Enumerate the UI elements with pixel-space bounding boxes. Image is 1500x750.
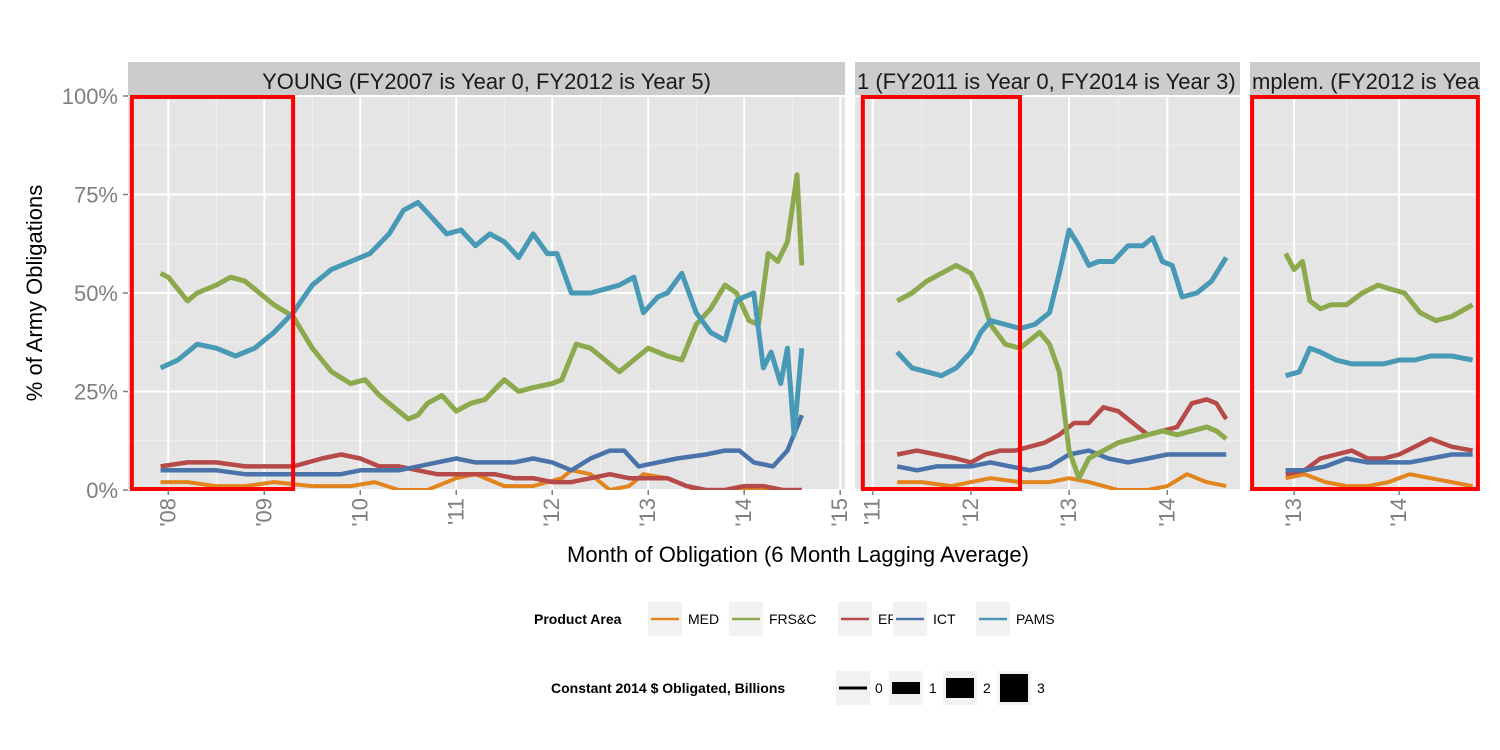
y-axis-title: % of Army Obligations	[22, 185, 47, 401]
size-label-0: 0	[875, 680, 883, 696]
strip-label: YOUNG (FY2007 is Year 0, FY2012 is Year …	[262, 69, 711, 94]
legend-label-med: MED	[688, 611, 719, 627]
series-group	[159, 172, 805, 490]
series-line-ers	[160, 452, 802, 490]
size-key-1	[892, 682, 920, 694]
y-tick-label: 100%	[62, 84, 118, 109]
series-line-ers	[896, 397, 1229, 465]
size-key-0	[839, 686, 867, 690]
series-line-ers	[1285, 436, 1474, 477]
series-line-ict	[160, 414, 804, 477]
highlight-box	[129, 95, 296, 491]
legend-label-frs-c: FRS&C	[769, 611, 816, 627]
y-tick-label: 0%	[86, 478, 118, 503]
x-tick-label: '12	[539, 498, 564, 527]
legend-label-pams: PAMS	[1016, 611, 1055, 627]
y-tick-label: 25%	[74, 380, 118, 405]
x-tick-label: '12	[958, 498, 983, 527]
x-tick-label: '11	[443, 498, 468, 525]
size-label-2: 2	[983, 680, 991, 696]
gridlines	[128, 95, 845, 491]
legend: Product Area Constant 2014 $ Obligated, …	[534, 602, 1055, 705]
series-line-med	[160, 468, 802, 490]
panel-2: 1 (FY2011 is Year 0, FY2014 is Year 3) '1…	[855, 62, 1240, 527]
x-axis-title: Month of Obligation (6 Month Lagging Ave…	[567, 542, 1029, 567]
color-legend-title: Product Area	[534, 611, 622, 627]
series-line-pams	[159, 199, 805, 438]
y-tick-label: 75%	[74, 183, 118, 208]
size-label-1: 1	[929, 680, 937, 696]
series-line-med	[1285, 472, 1473, 489]
x-tick-label: '14	[1386, 498, 1411, 527]
x-tick-label: '09	[251, 498, 276, 527]
x-tick-label: '13	[1056, 498, 1081, 527]
strip-background	[855, 62, 1240, 96]
size-key-2	[946, 678, 974, 698]
series-group	[895, 227, 1229, 490]
strip-label: mplem. (FY2012 is Year 0	[1252, 69, 1500, 94]
series-line-ict	[1285, 452, 1473, 473]
series-line-med	[897, 472, 1227, 490]
series-line-frs-c	[896, 262, 1228, 481]
legend-label-ict: ICT	[933, 611, 956, 627]
x-tick-label: '10	[347, 498, 372, 527]
panel-3: mplem. (FY2012 is Year 0 '13 '14	[1250, 62, 1500, 527]
x-tick-label: '14	[1154, 498, 1179, 527]
x-tick-label: '15	[827, 498, 852, 527]
x-tick-label: '11	[860, 498, 885, 525]
series-line-ict	[896, 448, 1227, 473]
series-line-pams	[895, 227, 1229, 379]
series-line-frs-c	[1283, 252, 1474, 324]
highlight-box	[1250, 95, 1480, 491]
series-group	[1283, 252, 1474, 489]
series-line-pams	[1285, 345, 1474, 379]
panels: YOUNG (FY2007 is Year 0, FY2012 is Year …	[62, 62, 1500, 527]
strip-label: 1 (FY2011 is Year 0, FY2014 is Year 3)	[857, 69, 1236, 94]
panel-1: YOUNG (FY2007 is Year 0, FY2012 is Year …	[128, 62, 852, 527]
strip-background	[1250, 62, 1480, 96]
size-key-3	[1000, 674, 1028, 702]
x-tick-label: '13	[1281, 498, 1306, 527]
x-tick-label: '08	[155, 498, 180, 527]
series-line-frs-c	[159, 172, 805, 422]
x-tick-label: '14	[731, 498, 756, 527]
y-axis: 0% 25% 50% 75% 100%	[62, 84, 128, 503]
size-legend-title: Constant 2014 $ Obligated, Billions	[551, 680, 785, 696]
size-label-3: 3	[1037, 680, 1045, 696]
highlight-box	[860, 95, 1022, 491]
y-tick-label: 50%	[74, 281, 118, 306]
strip-background	[128, 62, 845, 96]
x-tick-label: '13	[635, 498, 660, 527]
